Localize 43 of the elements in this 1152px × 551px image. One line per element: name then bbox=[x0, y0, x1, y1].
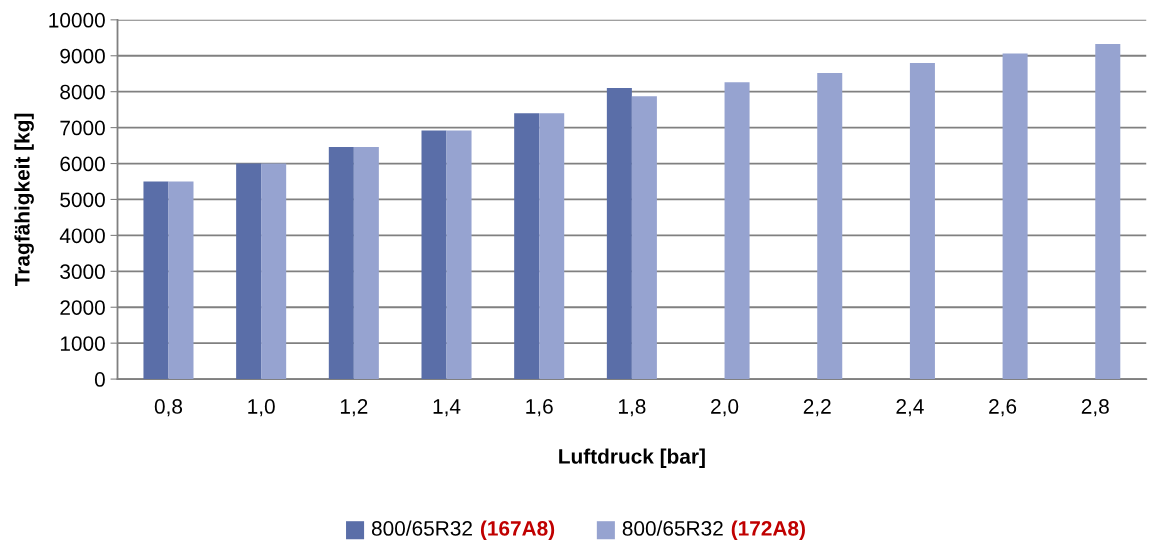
bar bbox=[353, 147, 379, 380]
bar bbox=[261, 163, 287, 380]
bar bbox=[168, 181, 194, 380]
bar bbox=[631, 96, 657, 380]
x-tick-label: 1,2 bbox=[340, 399, 368, 417]
bar bbox=[1002, 53, 1028, 380]
x-tick-label: 2,6 bbox=[989, 399, 1017, 417]
x-tick-label: 2,4 bbox=[896, 399, 924, 417]
bar bbox=[446, 130, 472, 380]
legend-label: 800/65R32 (167A8) bbox=[371, 520, 555, 540]
x-tick-label: 1,4 bbox=[433, 399, 461, 417]
bar bbox=[236, 163, 262, 380]
y-axis-title: Tragfähigkeit [kg] bbox=[14, 113, 34, 287]
bar bbox=[143, 181, 169, 380]
x-axis-title: Luftdruck [bar] bbox=[559, 448, 705, 468]
y-tick-label: 8000 bbox=[60, 84, 105, 100]
y-tick-label: 7000 bbox=[60, 120, 105, 136]
y-tick-label: 3000 bbox=[60, 264, 105, 280]
y-tick-label: 4000 bbox=[59, 228, 105, 244]
y-tick-label: 1000 bbox=[60, 336, 105, 351]
x-tick-label: 2,8 bbox=[1081, 399, 1109, 417]
bar bbox=[514, 113, 540, 380]
bar bbox=[539, 113, 565, 380]
x-tick-label: 1,6 bbox=[526, 399, 553, 417]
y-tick-label: 0 bbox=[94, 372, 105, 387]
bar bbox=[724, 82, 750, 380]
bar bbox=[421, 130, 447, 380]
bar bbox=[328, 147, 354, 380]
legend-label: 800/65R32 (172A8) bbox=[622, 520, 805, 540]
y-tick-label: 2000 bbox=[60, 300, 105, 315]
x-tick-label: 1,8 bbox=[618, 399, 646, 417]
x-tick-label: 2,0 bbox=[711, 399, 739, 417]
bar bbox=[1095, 43, 1121, 380]
x-tick-label: 2,2 bbox=[803, 399, 831, 417]
y-tick-label: 5000 bbox=[60, 192, 105, 208]
bar bbox=[606, 88, 632, 380]
y-tick-label: 9000 bbox=[60, 48, 105, 64]
bar bbox=[909, 62, 935, 380]
x-tick-label: 1,0 bbox=[248, 399, 275, 417]
x-tick-label: 0,8 bbox=[154, 399, 183, 417]
y-tick-label: 6000 bbox=[60, 156, 105, 172]
y-tick-label: 10000 bbox=[49, 12, 105, 28]
bar bbox=[817, 73, 843, 380]
